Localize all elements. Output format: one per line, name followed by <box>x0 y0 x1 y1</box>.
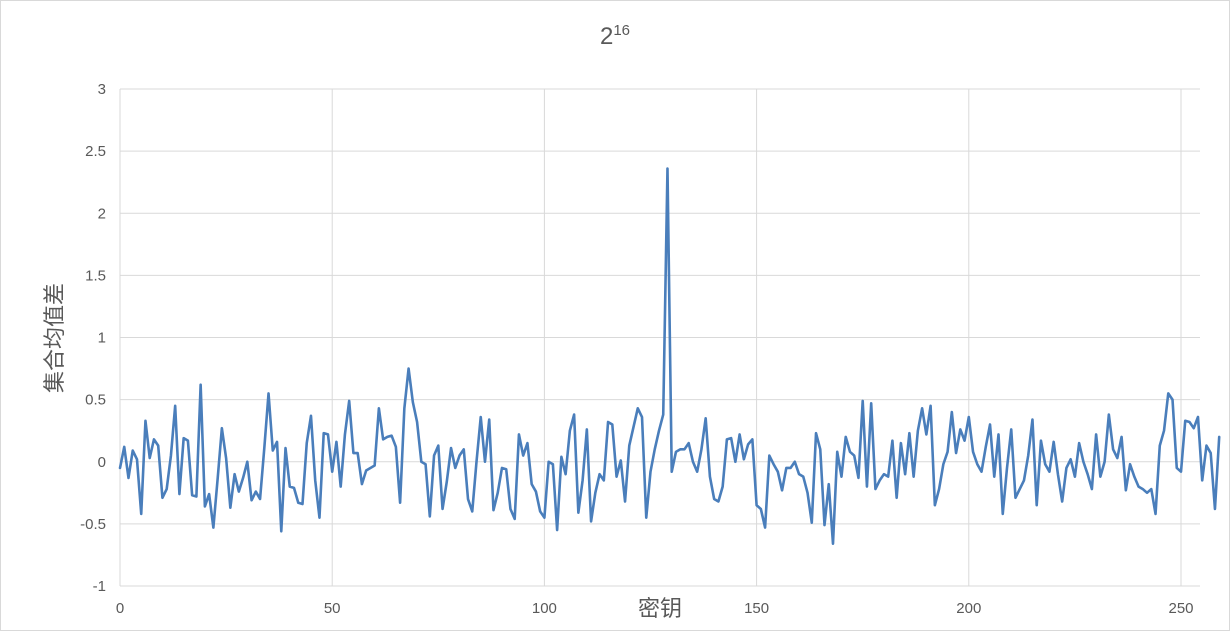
y-axis-title: 集合均值差 <box>43 283 68 393</box>
x-tick-label: 0 <box>116 600 124 617</box>
x-tick-label: 250 <box>1168 600 1193 617</box>
y-tick-label: -0.5 <box>80 516 106 533</box>
x-tick-label: 50 <box>324 600 341 617</box>
y-tick-label: 3 <box>98 81 106 98</box>
y-tick-label: 2 <box>98 205 106 222</box>
y-tick-label: 0.5 <box>85 392 106 409</box>
chart-title: 216 <box>600 22 630 50</box>
chart-title-base: 2 <box>600 23 613 50</box>
y-gridlines <box>120 88 1200 587</box>
y-tick-labels: -1 -0.5 0 0.5 1 1.5 2 2.5 3 <box>80 81 106 595</box>
x-tick-label: 200 <box>956 600 981 617</box>
y-tick-label: 1.5 <box>85 267 106 284</box>
x-tick-labels: 0 50 100 150 200 250 <box>116 600 1194 617</box>
y-tick-label: -1 <box>93 578 106 595</box>
chart-title-superscript: 16 <box>613 22 630 39</box>
y-tick-label: 1 <box>98 330 106 347</box>
series-line <box>118 167 1221 546</box>
x-axis-title: 密钥 <box>638 597 682 622</box>
y-tick-label: 2.5 <box>85 143 106 160</box>
x-tick-label: 100 <box>532 600 557 617</box>
y-tick-label: 0 <box>98 454 106 471</box>
x-tick-label: 150 <box>744 600 769 617</box>
